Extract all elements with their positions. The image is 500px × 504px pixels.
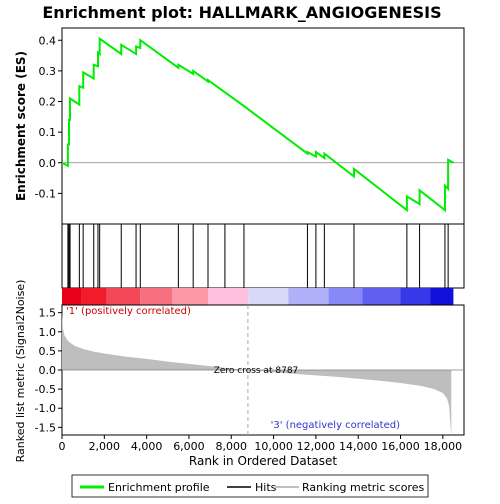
- legend-label-enrichment: Enrichment profile: [108, 481, 210, 494]
- xtick-label-1: 2,000: [89, 440, 121, 453]
- es-layer: [61, 36, 464, 213]
- xtick-label-7: 14,000: [339, 440, 378, 453]
- metric-layer: [62, 305, 464, 437]
- xtick-label-6: 12,000: [297, 440, 336, 453]
- xlabel: Rank in Ordered Dataset: [189, 454, 337, 468]
- xtick-label-2: 4,000: [131, 440, 163, 453]
- xtick-label-8: 16,000: [381, 440, 420, 453]
- es-ytick-label-5: 0.4: [39, 34, 57, 47]
- es-ytick-label-1: 0.0: [39, 157, 57, 170]
- axes-layer: -0.1 0.0 0.1 0.2 0.3 0.4 -1.5 -1.0 -0.5 0.0 0.5 1.0…: [35, 34, 463, 453]
- chart-title: Enrichment plot: HALLMARK_ANGIOGENESIS: [42, 3, 441, 22]
- metric-ytick-label-2: -0.5: [35, 383, 56, 396]
- color-bar-segment-2: [106, 288, 141, 305]
- color-bar-segment-11: [430, 288, 454, 305]
- hits-layer: [67, 224, 449, 288]
- color-bar-segment-7: [288, 288, 329, 305]
- zero-cross-label: Zero cross at 8787: [214, 366, 299, 376]
- color-bar-segment-0: [62, 288, 82, 305]
- xtick-label-9: 18,000: [424, 440, 463, 453]
- metric-ytick-label-1: -1.0: [35, 402, 56, 415]
- color-bar-segment-10: [400, 288, 431, 305]
- metric-ylabel: Ranked list metric (Signal2Noise): [14, 280, 27, 463]
- es-ytick-label-2: 0.1: [39, 126, 57, 139]
- color-bar-segment-9: [362, 288, 401, 305]
- xtick-label-4: 8,000: [216, 440, 248, 453]
- legend-label-ranking: Ranking metric scores: [302, 481, 424, 494]
- legend-label-hits: Hits: [255, 481, 277, 494]
- legend-item-ranking: Ranking metric scores: [275, 481, 424, 494]
- es-panel: [61, 27, 465, 225]
- metric-ytick-label-0: -1.5: [35, 421, 56, 434]
- metric-ytick-label-6: 1.5: [39, 307, 57, 320]
- legend-box: [71, 474, 429, 498]
- es-line: [61, 36, 454, 213]
- es-ytick-label-4: 0.3: [39, 65, 57, 78]
- xtick-label-0: 0: [59, 440, 66, 453]
- neg-label: '3' (negatively correlated): [271, 420, 400, 431]
- metric-area: [62, 311, 452, 437]
- legend-item-hits: Hits: [227, 481, 277, 494]
- color-bar-segment-4: [172, 288, 208, 305]
- metric-ytick-label-5: 1.0: [39, 326, 57, 339]
- color-bar-segment-1: [81, 288, 107, 305]
- color-bar: [62, 288, 454, 305]
- metric-ytick-label-3: 0.0: [39, 364, 57, 377]
- pos-label: '1' (positively correlated): [66, 306, 191, 317]
- metric-ytick-label-4: 0.5: [39, 345, 57, 358]
- es-ylabel: Enrichment score (ES): [14, 51, 28, 201]
- color-bar-segment-6: [248, 288, 289, 305]
- legend-item-enrichment: Enrichment profile: [80, 481, 210, 494]
- color-bar-segment-8: [328, 288, 363, 305]
- xtick-label-3: 6,000: [173, 440, 205, 453]
- color-bar-segment-5: [207, 288, 249, 305]
- xtick-label-5: 10,000: [254, 440, 293, 453]
- es-ytick-label-0: -0.1: [35, 187, 56, 200]
- color-bar-segment-3: [140, 288, 173, 305]
- es-ytick-label-3: 0.2: [39, 96, 57, 109]
- hits-panel: [61, 223, 465, 289]
